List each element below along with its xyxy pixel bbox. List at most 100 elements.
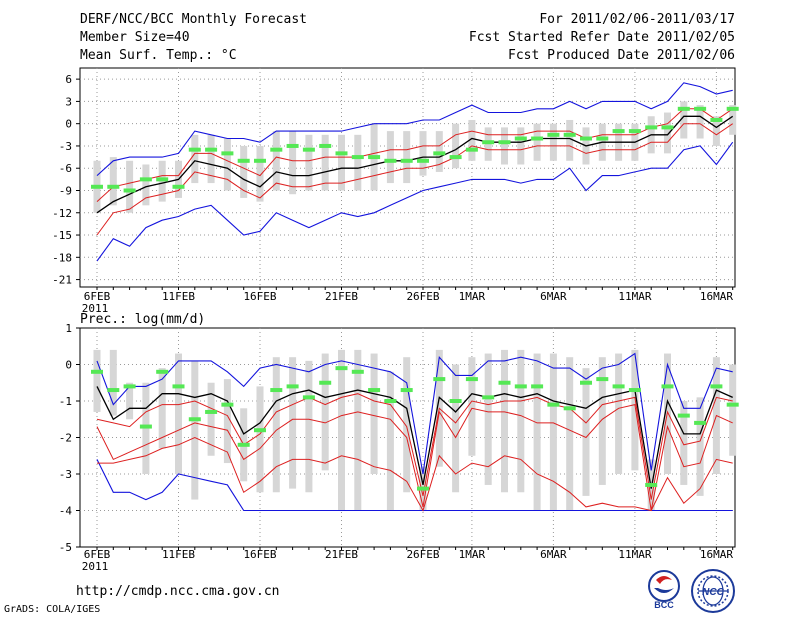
prec-spread-bar	[93, 349, 101, 412]
temp-median-marker	[319, 143, 332, 148]
temp-spread-bar	[256, 145, 264, 202]
prec-median-marker	[514, 384, 527, 389]
temp-spread-bar	[664, 112, 671, 154]
prec-ytick-label: 0	[65, 359, 72, 372]
temp-median-marker	[726, 106, 739, 111]
prec-xtick-label: 16FEB	[243, 548, 276, 561]
prec-xtick-label: 6MAR	[540, 548, 567, 561]
prec-mean-line	[96, 386, 733, 489]
prec-median-marker	[612, 384, 625, 389]
prec-spread-bar	[501, 349, 508, 493]
temp-upper_inner-line	[96, 108, 733, 202]
temp-median-marker	[351, 155, 364, 160]
prec-spread-bar	[631, 349, 639, 471]
temp-median-marker	[531, 136, 544, 141]
temp-spread-bar	[419, 131, 427, 176]
temp-median-marker	[433, 151, 446, 156]
prec-panel-title: Prec.: log(mm/d)	[80, 312, 205, 327]
temp-year-label: 2011	[82, 302, 109, 315]
temp-median-marker	[156, 177, 169, 182]
temp-max-line	[96, 82, 733, 177]
prec-median-marker	[628, 388, 641, 393]
temp-median-marker	[628, 129, 641, 134]
temp-xtick-label: 6MAR	[540, 290, 567, 303]
temp-ytick-label: 0	[65, 118, 72, 131]
prec-median-marker	[319, 380, 332, 385]
prec-median-marker	[351, 369, 364, 374]
prec-median-marker	[694, 420, 707, 425]
prec-ytick-label: -5	[59, 541, 72, 554]
temp-spread-bar	[549, 123, 557, 161]
prec-median-marker	[205, 409, 218, 414]
prec-spread-bar	[582, 368, 590, 496]
chart-title: DERF/NCC/BCC Monthly Forecast	[80, 12, 307, 27]
forecast-period-label: For 2011/02/06-2011/03/17	[539, 12, 735, 27]
temp-spread-bar	[517, 127, 525, 165]
temp-median-marker	[221, 151, 234, 156]
member-size-label: Member Size=40	[80, 30, 190, 45]
prec-xtick-label: 21FEB	[325, 548, 358, 561]
prec-xtick-label: 11FEB	[162, 548, 195, 561]
temp-lower_inner-line	[96, 123, 733, 236]
temp-spread-bar	[142, 164, 150, 206]
prec-median-marker	[531, 384, 544, 389]
temp-min-line	[96, 141, 734, 262]
temp-spread-bar	[501, 127, 508, 165]
temp-spread-bar	[223, 138, 231, 191]
temp-xtick-label: 6FEB	[84, 290, 111, 303]
prec-median-marker	[91, 369, 103, 374]
temp-median-marker	[417, 158, 429, 163]
temp-median-marker	[172, 184, 185, 189]
temp-spread-bar	[240, 145, 248, 198]
prec-spread-bar	[549, 353, 557, 511]
temp-spread-bar	[338, 134, 345, 191]
temp-xtick-label: 21FEB	[325, 290, 358, 303]
prec-median-marker	[465, 377, 478, 382]
temp-frame	[79, 67, 736, 288]
prec-median-marker	[335, 366, 348, 371]
prec-spread-bar	[223, 379, 231, 464]
prec-spread-bar	[126, 382, 134, 420]
temp-median-marker	[482, 140, 495, 145]
prec-spread-bar	[386, 371, 394, 511]
temp-ytick-label: -15	[52, 229, 72, 242]
source-url[interactable]: http://cmdp.ncc.cma.gov.cn	[76, 584, 280, 599]
prec-spread-bar	[305, 360, 313, 493]
prec-spread-bar	[680, 401, 688, 485]
temp-spread-bar	[468, 119, 476, 161]
temp-spread-bar	[403, 131, 411, 184]
temp-median-marker	[612, 129, 625, 134]
temp-median-marker	[596, 136, 609, 141]
prec-spread-bar	[533, 353, 541, 511]
temp-xtick-label: 26FEB	[406, 290, 439, 303]
temp-median-marker	[498, 140, 511, 145]
temp-median-marker	[547, 132, 560, 137]
prec-median-marker	[139, 424, 152, 429]
svg-text:NCC: NCC	[702, 587, 724, 598]
temp-median-marker	[465, 147, 478, 152]
temp-ytick-label: -6	[59, 162, 72, 175]
temp-spread-bar	[354, 134, 362, 191]
prec-ytick-label: -4	[59, 505, 73, 518]
temp-ytick-label: -21	[52, 274, 72, 287]
prec-median-marker	[710, 384, 723, 389]
prec-median-marker	[580, 380, 592, 385]
prec-max-line	[96, 352, 733, 475]
temp-median-marker	[368, 155, 381, 160]
prec-median-marker	[107, 388, 120, 393]
temp-ytick-label: -9	[59, 184, 72, 197]
temp-median-marker	[205, 147, 218, 152]
prec-median-marker	[188, 417, 201, 422]
temp-spread-bar	[109, 157, 117, 206]
temp-spread-bar	[272, 131, 280, 191]
prec-median-marker	[726, 402, 739, 407]
temp-spread-bar	[712, 116, 720, 146]
prec-spread-bar	[484, 353, 492, 485]
temp-ytick-label: -18	[52, 251, 72, 264]
prec-spread-bar	[338, 349, 345, 511]
temp-median-marker	[335, 151, 348, 156]
temp-spread-bar	[680, 101, 688, 139]
temp-spread-bar	[207, 134, 215, 184]
prec-spread-bar	[452, 364, 460, 493]
prec-median-marker	[221, 402, 234, 407]
